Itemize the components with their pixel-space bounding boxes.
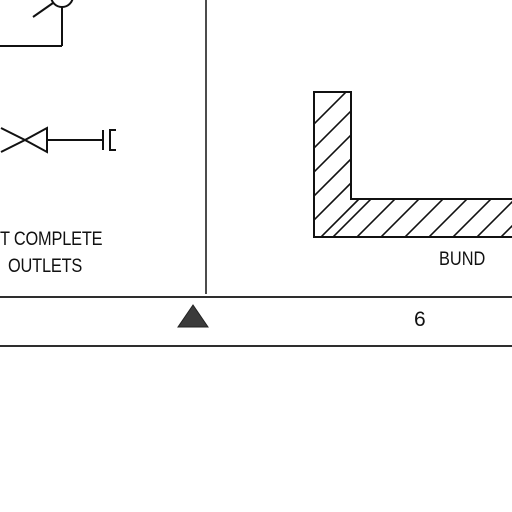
instrument-symbol — [0, 0, 74, 47]
instrument-diagonal-line — [32, 2, 54, 18]
bund-outline — [313, 91, 512, 238]
valve-bowtie-icon — [0, 126, 48, 154]
valve-caption-line-1: T COMPLETE — [0, 229, 103, 250]
instrument-circle-icon — [50, 0, 74, 8]
valve-caption-line-2: OUTLETS — [8, 256, 83, 277]
page-number: 6 — [414, 308, 426, 331]
triangle-marker-icon — [177, 304, 209, 328]
bund-label: BUND — [439, 249, 486, 270]
bund-symbol — [313, 91, 512, 238]
valve-outlet-symbol — [0, 126, 116, 154]
outlet-cap-icon — [109, 129, 116, 151]
